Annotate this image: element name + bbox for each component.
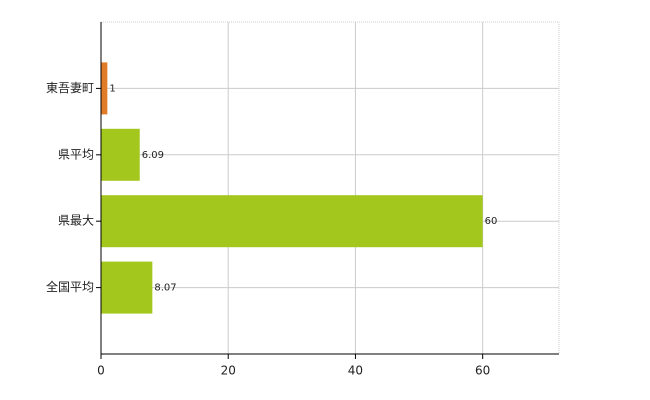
value-label: 1 xyxy=(109,83,115,94)
bar xyxy=(101,195,483,248)
y-tick-label: 県平均 xyxy=(58,147,94,161)
value-label: 60 xyxy=(485,216,498,227)
y-tick-label: 県最大 xyxy=(58,214,94,228)
x-tick-label: 20 xyxy=(221,364,236,378)
bar xyxy=(101,128,140,181)
bar xyxy=(101,261,153,314)
y-tick-label: 全国平均 xyxy=(46,279,94,294)
x-tick-label: 40 xyxy=(348,364,363,378)
value-label: 6.09 xyxy=(142,150,164,161)
value-label: 8.07 xyxy=(154,283,176,294)
y-tick-label: 東吾妻町 xyxy=(46,81,94,95)
bar xyxy=(101,62,108,115)
x-tick-label: 60 xyxy=(475,364,490,378)
x-tick-label: 0 xyxy=(97,364,105,378)
